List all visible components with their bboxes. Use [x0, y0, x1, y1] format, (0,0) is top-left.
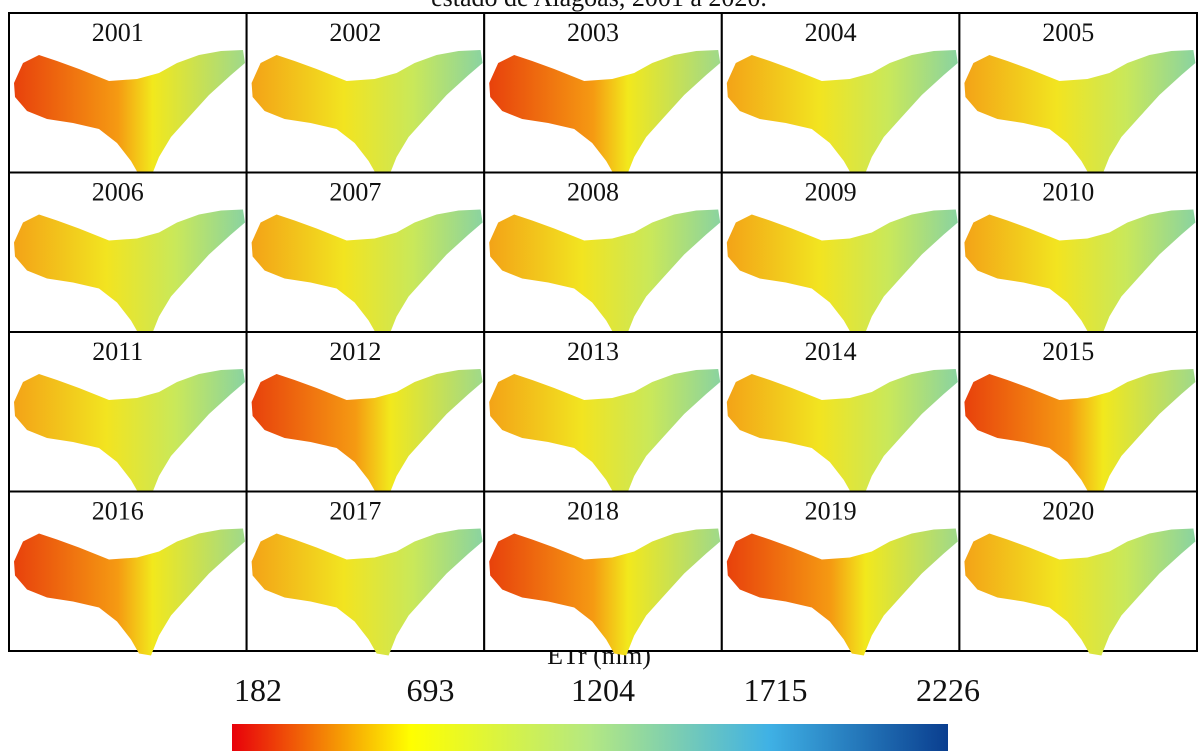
map-panel: 2010	[959, 173, 1197, 337]
panel-year: 2003	[567, 18, 619, 47]
colorbar	[232, 724, 948, 751]
colorbar-tick: 1204	[571, 672, 635, 708]
colorbar-tick: 693	[407, 672, 455, 708]
map-panel: 2009	[722, 173, 960, 337]
map-panel: 2001	[9, 13, 247, 177]
map-panel: 2006	[9, 173, 247, 337]
panel-year: 2010	[1042, 178, 1094, 207]
panel-year: 2020	[1042, 497, 1094, 526]
panel-year: 2009	[805, 178, 857, 207]
map-panel: 2005	[959, 13, 1197, 177]
map-panel: 2008	[484, 173, 722, 337]
map-panel: 2012	[247, 332, 485, 496]
page: {"header": {"title": "estado de Alagoas,…	[0, 0, 1198, 751]
map-panel: 2015	[959, 332, 1197, 496]
panel-year: 2019	[805, 497, 857, 526]
panel-year: 2002	[329, 18, 381, 47]
figure-title: estado de Alagoas, 2001 a 2020.	[431, 0, 767, 12]
panel-year: 2015	[1042, 337, 1094, 366]
map-panel: 2013	[484, 332, 722, 496]
panel-year: 2007	[329, 178, 381, 207]
panel-year: 2018	[567, 497, 619, 526]
panel-year: 2014	[805, 337, 857, 366]
panel-year: 2004	[805, 18, 857, 47]
map-panel: 2017	[247, 492, 485, 656]
map-panel: 2018	[484, 492, 722, 656]
map-panel: 2014	[722, 332, 960, 496]
colorbar-tick: 1715	[744, 672, 808, 708]
map-panel: 2004	[722, 13, 960, 177]
figure: estado de Alagoas, 2001 a 2020. ETr (mm)…	[0, 0, 1198, 751]
map-panel: 2016	[9, 492, 247, 656]
panel-year: 2013	[567, 337, 619, 366]
panel-year: 2001	[92, 18, 144, 47]
map-panel: 2007	[247, 173, 485, 337]
map-panel: 2011	[9, 332, 247, 496]
map-panel: 2019	[722, 492, 960, 656]
map-panel: 2002	[247, 13, 485, 177]
panel-year: 2011	[92, 337, 143, 366]
panel-year: 2012	[329, 337, 381, 366]
panel-year: 2017	[329, 497, 381, 526]
colorbar-tick: 2226	[916, 672, 980, 708]
panel-year: 2006	[92, 178, 144, 207]
map-panel: 2003	[484, 13, 722, 177]
map-panel: 2020	[959, 492, 1197, 656]
panel-year: 2005	[1042, 18, 1094, 47]
colorbar-tick: 182	[234, 672, 282, 708]
panel-year: 2016	[92, 497, 144, 526]
panel-year: 2008	[567, 178, 619, 207]
